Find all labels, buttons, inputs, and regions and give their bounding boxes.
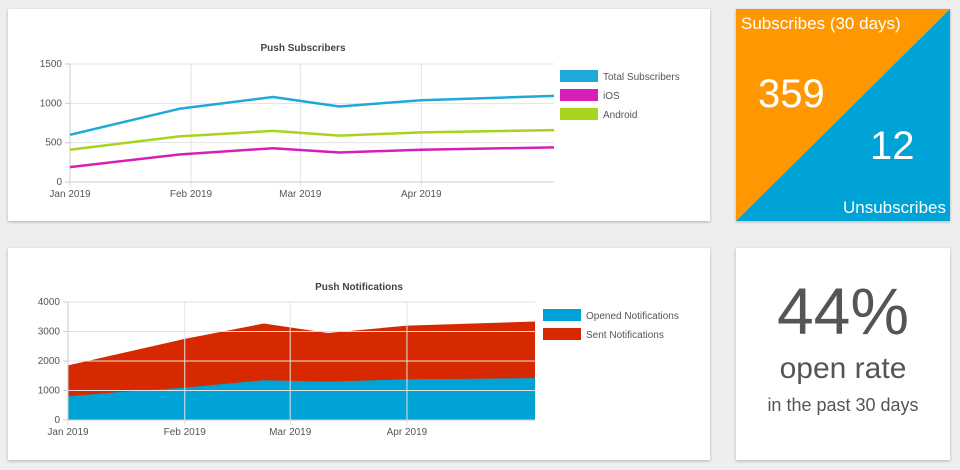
- line-series: [69, 94, 555, 137]
- subscribes-title: Subscribes (30 days): [741, 14, 901, 33]
- unsubscribes-triangle: [736, 9, 950, 221]
- open-rate-card: 44% open rate in the past 30 days: [736, 248, 950, 460]
- y-tick-label: 3000: [38, 327, 61, 338]
- legend-swatch: [560, 70, 598, 82]
- x-tick-label: Mar 2019: [279, 189, 322, 200]
- legend-label: Opened Notifications: [586, 311, 679, 322]
- open-rate-percent: 44%: [776, 274, 910, 348]
- subscribes-stats-card: Subscribes (30 days) 359 12 Unsubscribes: [736, 9, 950, 221]
- y-tick-label: 500: [45, 138, 62, 149]
- open-rate-label: open rate: [779, 352, 907, 385]
- legend-swatch: [543, 328, 581, 340]
- legend-label: Total Subscribers: [603, 72, 680, 83]
- x-tick-label: Jan 2019: [47, 427, 89, 438]
- x-tick-label: Feb 2019: [164, 427, 207, 438]
- subscribes-count: 359: [758, 72, 825, 116]
- x-tick-label: Jan 2019: [49, 189, 91, 200]
- y-tick-label: 1000: [40, 98, 63, 109]
- chart-title: Push Subscribers: [260, 43, 345, 54]
- x-tick-label: Apr 2019: [401, 189, 442, 200]
- y-tick-label: 1000: [38, 386, 61, 397]
- y-tick-label: 4000: [38, 297, 61, 308]
- unsubscribes-label: Unsubscribes: [843, 198, 946, 217]
- push-subscribers-card: Push Subscribers 0 500 1000 1500 Jan 2019 Feb…: [8, 9, 710, 221]
- open-rate-period: in the past 30 days: [767, 395, 919, 415]
- line-series: [69, 128, 555, 151]
- y-tick-label: 1500: [40, 59, 63, 70]
- subscribes-stats-graphic: Subscribes (30 days) 359 12 Unsubscribes: [736, 9, 950, 221]
- y-tick-label: 0: [54, 415, 60, 426]
- push-notifications-chart: Push Notifications 0 1000 2000 3000 4000 Jan …: [38, 282, 679, 438]
- push-notifications-card: Push Notifications 0 1000 2000 3000 4000 Jan …: [8, 248, 710, 460]
- legend-label: Sent Notifications: [586, 330, 664, 341]
- unsubscribes-count: 12: [870, 124, 915, 168]
- legend-label: iOS: [603, 91, 620, 102]
- legend-swatch: [543, 309, 581, 321]
- chart-title: Push Notifications: [315, 282, 403, 293]
- y-tick-label: 0: [56, 177, 62, 188]
- y-tick-label: 2000: [38, 356, 61, 367]
- x-tick-label: Feb 2019: [170, 189, 213, 200]
- x-tick-label: Apr 2019: [387, 427, 428, 438]
- x-tick-label: Mar 2019: [269, 427, 312, 438]
- legend-label: Android: [603, 110, 637, 121]
- line-series: [69, 146, 555, 169]
- push-subscribers-chart: Push Subscribers 0 500 1000 1500 Jan 2019 Feb…: [40, 43, 680, 200]
- legend-swatch: [560, 89, 598, 101]
- legend-swatch: [560, 108, 598, 120]
